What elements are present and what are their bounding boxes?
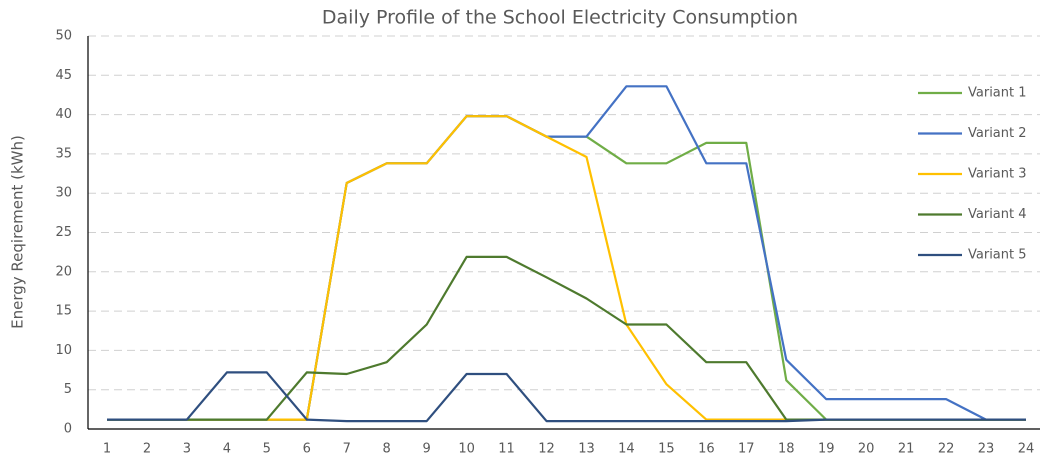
legend-label: Variant 5	[968, 248, 1027, 263]
x-tick-label: 9	[423, 442, 431, 457]
y-tick-label: 20	[55, 264, 72, 279]
legend-label: Variant 4	[968, 207, 1027, 222]
x-tick-label: 19	[818, 442, 835, 457]
x-tick-label: 12	[538, 442, 555, 457]
series-line	[107, 115, 1026, 421]
x-tick-label: 23	[978, 442, 995, 457]
x-tick-label: 20	[858, 442, 875, 457]
y-tick-label: 10	[55, 343, 72, 358]
y-tick-label: 15	[55, 304, 72, 319]
y-tick-label: 30	[55, 186, 72, 201]
y-tick-label: 35	[55, 146, 72, 161]
series-line	[107, 115, 1026, 421]
x-tick-label: 11	[498, 442, 515, 457]
x-tick-label: 2	[143, 442, 151, 457]
x-tick-label: 7	[343, 442, 351, 457]
x-tick-label: 22	[938, 442, 955, 457]
x-tick-label: 6	[303, 442, 311, 457]
y-tick-label: 50	[55, 29, 72, 44]
x-tick-label: 4	[223, 442, 231, 457]
legend-label: Variant 1	[968, 86, 1027, 101]
x-tick-label: 1	[103, 442, 111, 457]
x-tick-label: 10	[458, 442, 475, 457]
x-tick-label: 14	[618, 442, 635, 457]
y-tick-label: 5	[64, 382, 72, 397]
series-line	[107, 255, 1026, 421]
x-tick-label: 24	[1018, 442, 1035, 457]
legend-label: Variant 2	[968, 126, 1027, 141]
x-tick-label: 21	[898, 442, 915, 457]
series-line	[107, 85, 1026, 421]
chart-title: Daily Profile of the School Electricity …	[322, 7, 798, 29]
series-line	[107, 371, 1026, 423]
x-tick-label: 17	[738, 442, 755, 457]
x-tick-label: 8	[383, 442, 391, 457]
x-tick-label: 16	[698, 442, 715, 457]
x-tick-label: 3	[183, 442, 191, 457]
x-tick-label: 15	[658, 442, 675, 457]
x-tick-label: 5	[263, 442, 271, 457]
x-tick-label: 18	[778, 442, 795, 457]
y-tick-label: 25	[55, 225, 72, 240]
y-tick-label: 40	[55, 107, 72, 122]
y-tick-label: 0	[64, 422, 72, 437]
legend-label: Variant 3	[968, 167, 1027, 182]
y-tick-label: 45	[55, 68, 72, 83]
y-axis-label: Energy Reqirement (kWh)	[9, 135, 27, 329]
x-tick-label: 13	[578, 442, 595, 457]
